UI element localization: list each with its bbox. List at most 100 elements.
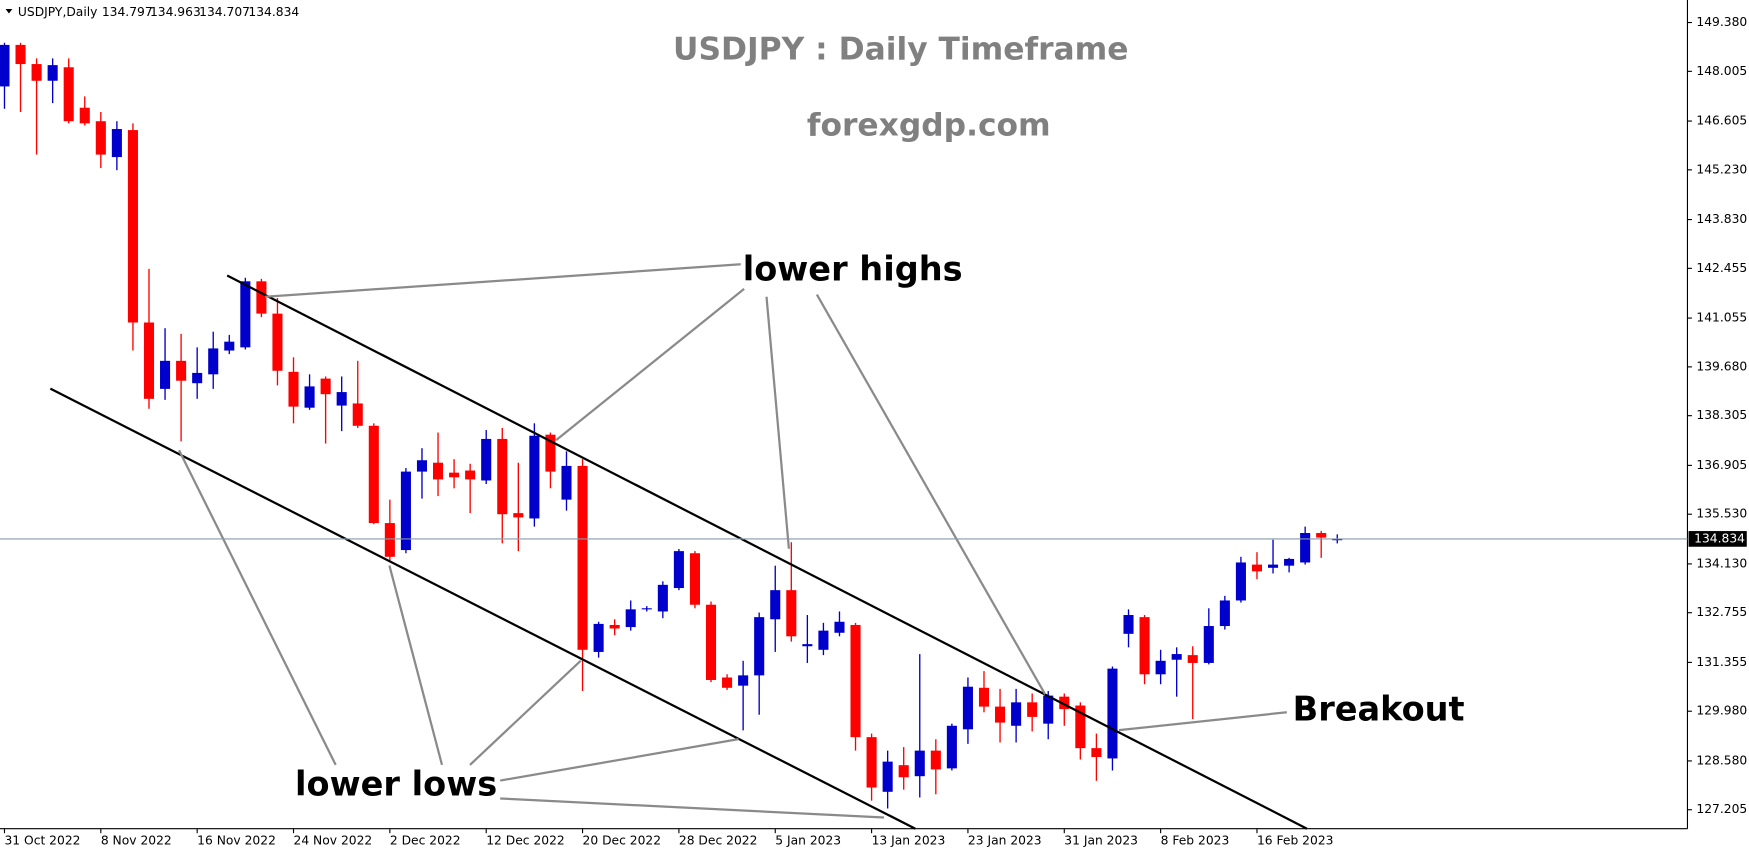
current-price-label: 134.834 (1694, 531, 1745, 545)
header-open: 134.797 (102, 5, 153, 19)
x-tick-label: 31 Jan 2023 (1064, 834, 1138, 848)
candle-body (288, 371, 299, 407)
candle-body (368, 425, 379, 524)
x-tick-label: 20 Dec 2022 (583, 834, 662, 848)
pointer-line (555, 288, 745, 441)
y-tick-label: 138.305 (1696, 408, 1747, 422)
x-tick-label: 8 Nov 2022 (101, 834, 172, 848)
candle-body (914, 750, 925, 777)
candle-body (738, 675, 749, 686)
candle-body (995, 706, 1006, 723)
y-tick-label: 131.355 (1696, 655, 1747, 669)
candle-body (352, 403, 363, 426)
pointer-line (1118, 711, 1287, 732)
candle-body (1107, 668, 1118, 759)
lower-trendline (49, 387, 916, 830)
y-tick-label: 141.055 (1696, 311, 1747, 325)
y-tick-label: 149.380 (1696, 15, 1747, 29)
candle-body (770, 590, 781, 620)
candle-body (79, 107, 90, 124)
y-tick-label: 148.005 (1696, 64, 1747, 78)
candle-body (15, 44, 26, 65)
y-tick-label: 129.980 (1696, 704, 1747, 718)
candle-body (481, 438, 492, 481)
x-tick-label: 28 Dec 2022 (679, 834, 758, 848)
candle-body (818, 630, 829, 650)
annotation: lower lows (295, 765, 497, 804)
candle-body (1219, 600, 1230, 627)
candle-body (127, 130, 138, 323)
candle-body (95, 121, 106, 155)
header-low: 134.707 (199, 5, 250, 19)
candle-body (1011, 702, 1022, 726)
candle-body (1235, 562, 1246, 601)
current-price-box (1688, 531, 1747, 547)
y-tick-label: 127.205 (1696, 802, 1747, 816)
candle-body (465, 470, 476, 480)
candle-body (1059, 696, 1070, 710)
candle-body (529, 435, 540, 519)
candle-body (930, 750, 941, 770)
candle-body (160, 360, 171, 389)
candle-body (1332, 538, 1343, 541)
x-tick-label: 5 Jan 2023 (775, 834, 841, 848)
candle-body (111, 129, 122, 158)
candle-body (224, 341, 235, 351)
y-tick-label: 142.455 (1696, 261, 1747, 275)
candle-body (497, 438, 508, 515)
x-tick-label: 23 Jan 2023 (968, 834, 1042, 848)
x-tick-label: 2 Dec 2022 (390, 834, 461, 848)
candle-body (208, 348, 219, 375)
symbol: USDJPY,Daily (18, 5, 98, 19)
candle-body (1171, 654, 1182, 660)
candle-body (898, 765, 909, 778)
y-tick-label: 136.905 (1696, 458, 1747, 472)
candle-body (47, 65, 58, 81)
candle-body (689, 553, 700, 605)
candle-body (1300, 533, 1311, 563)
pointer-line (178, 449, 337, 766)
header-high: 134.963 (150, 5, 201, 19)
candle-body (1123, 615, 1134, 634)
candle-body (1316, 533, 1327, 538)
x-tick-label: 13 Jan 2023 (872, 834, 946, 848)
candle-body (449, 472, 460, 478)
candle-body (850, 624, 861, 738)
x-tick-label: 24 Nov 2022 (294, 834, 373, 848)
candle-body (176, 360, 187, 381)
candle-body (1075, 705, 1086, 749)
header-arrow (5, 8, 13, 14)
chart-subtitle: forexgdp.com (807, 108, 1051, 144)
pointer-line (765, 296, 791, 549)
candle-body (1203, 626, 1214, 663)
header-close: 134.834 (248, 5, 299, 19)
annotation: lower highs (743, 250, 963, 289)
candle-body (31, 64, 42, 81)
pointer-line (265, 263, 741, 298)
candle-body (786, 590, 797, 637)
candle-body (416, 460, 428, 472)
candle-body (1187, 655, 1198, 663)
y-tick-label: 134.130 (1696, 556, 1747, 570)
annotation: Breakout (1293, 690, 1465, 729)
candle-body (1267, 564, 1279, 568)
candle-body (63, 67, 74, 122)
candle-body (256, 281, 267, 314)
candle-body (657, 584, 668, 612)
candle-body (1284, 558, 1295, 566)
pointer-line (469, 659, 582, 766)
candle-body (1155, 660, 1166, 675)
chart-title: USDJPY : Daily Timeframe (673, 31, 1129, 67)
candles (0, 42, 1343, 809)
candle-body (320, 378, 331, 395)
upper-trendline (226, 274, 1308, 830)
candle-body (143, 322, 155, 399)
candle-body (272, 313, 283, 371)
candle-body (946, 725, 957, 769)
candle-body (722, 677, 733, 688)
candle-body (336, 392, 347, 406)
y-tick-label: 128.580 (1696, 753, 1747, 767)
